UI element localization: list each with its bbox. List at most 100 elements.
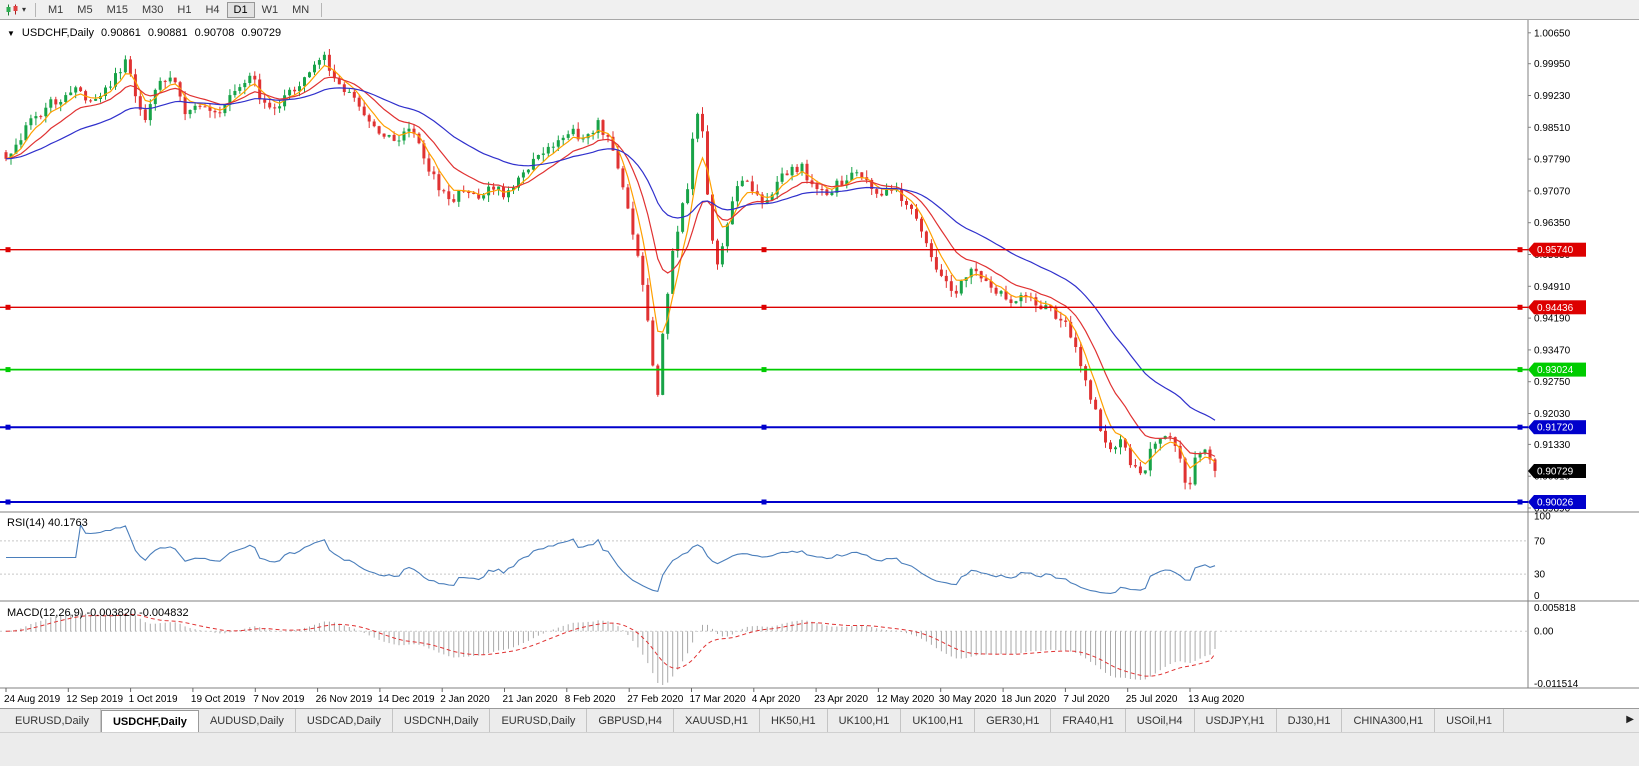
- svg-text:0.94436: 0.94436: [1537, 303, 1574, 314]
- ma-line-fast: [5, 64, 1216, 469]
- svg-text:2 Jan 2020: 2 Jan 2020: [440, 694, 490, 705]
- chart-tab-hk50-h1[interactable]: HK50,H1: [760, 709, 828, 732]
- chart-tab-china300-h1[interactable]: CHINA300,H1: [1342, 709, 1436, 732]
- candlesticks: [4, 49, 1217, 490]
- chart-tab-eurusd-daily[interactable]: EURUSD,Daily: [490, 709, 588, 732]
- chart-tab-usdcnh-daily[interactable]: USDCNH,Daily: [393, 709, 491, 732]
- macd-histogram: [10, 612, 1216, 685]
- rsi-axis[interactable]: 100 70 30 0: [1534, 512, 1551, 603]
- svg-text:0.005818: 0.005818: [1534, 603, 1576, 614]
- svg-text:70: 70: [1534, 536, 1546, 547]
- macd-signal-line: [5, 613, 1216, 677]
- timeframe-button-d1[interactable]: D1: [226, 1, 255, 18]
- svg-text:8 Feb 2020: 8 Feb 2020: [565, 694, 616, 705]
- chart-tab-usdcad-daily[interactable]: USDCAD,Daily: [296, 709, 393, 732]
- hline-0.95740[interactable]: [0, 247, 1528, 253]
- svg-text:0.92750: 0.92750: [1534, 377, 1571, 388]
- svg-text:0.97790: 0.97790: [1534, 155, 1571, 166]
- price-tag-level-0.95740: 0.95740: [1528, 242, 1586, 257]
- rsi-indicator-label: RSI(14) 40.1763: [7, 517, 88, 529]
- timeframe-button-m30[interactable]: M30: [141, 3, 164, 16]
- timeframe-button-w1[interactable]: W1: [261, 3, 279, 16]
- ohlc-open-value: 0.90861: [101, 27, 141, 39]
- chart-tab-audusd-daily[interactable]: AUDUSD,Daily: [199, 709, 296, 732]
- svg-text:0.97070: 0.97070: [1534, 186, 1571, 197]
- chart-canvas[interactable]: 1.00650 0.99950 0.99230 0.98510 0.97790 0.970…: [0, 20, 1639, 708]
- price-tag-current: 0.90729: [1528, 463, 1586, 478]
- svg-text:1 Oct 2019: 1 Oct 2019: [129, 694, 178, 705]
- toolbar: ▾ M1 M5 M15 M30 H1 H4 D1 W1 MN: [0, 0, 1639, 20]
- svg-text:0.91720: 0.91720: [1537, 423, 1574, 434]
- svg-text:7 Nov 2019: 7 Nov 2019: [253, 694, 305, 705]
- chart-tab-ger30-h1[interactable]: GER30,H1: [975, 709, 1052, 732]
- hline-0.91720[interactable]: [0, 424, 1528, 430]
- hline-0.93024[interactable]: [0, 367, 1528, 373]
- svg-text:0.99230: 0.99230: [1534, 91, 1571, 102]
- svg-text:14 Dec 2019: 14 Dec 2019: [378, 694, 435, 705]
- svg-text:0.91330: 0.91330: [1534, 440, 1571, 451]
- svg-text:0.95740: 0.95740: [1537, 245, 1574, 256]
- svg-text:100: 100: [1534, 512, 1551, 523]
- svg-text:0.90729: 0.90729: [1537, 467, 1574, 478]
- price-tag-level-0.93024: 0.93024: [1528, 362, 1586, 377]
- svg-text:19 Oct 2019: 19 Oct 2019: [191, 694, 246, 705]
- collapse-triangle-icon[interactable]: ▼: [7, 28, 15, 38]
- chart-tabbar: EURUSD,Daily USDCHF,Daily AUDUSD,Daily USDC…: [0, 708, 1639, 732]
- chart-tab-fra40-h1[interactable]: FRA40,H1: [1051, 709, 1126, 732]
- svg-text:24 Aug 2019: 24 Aug 2019: [4, 694, 61, 705]
- svg-text:21 Jan 2020: 21 Jan 2020: [503, 694, 558, 705]
- timeframe-buttons: M1 M5 M15 M30 H1 H4 D1 W1 MN: [41, 1, 316, 18]
- svg-text:23 Apr 2020: 23 Apr 2020: [814, 694, 868, 705]
- svg-text:0: 0: [1534, 591, 1540, 602]
- chart-tab-gbpusd-h4[interactable]: GBPUSD,H4: [587, 709, 674, 732]
- ma-line-medium: [5, 76, 1216, 457]
- chart-tab-usoil-h4[interactable]: USOil,H4: [1126, 709, 1195, 732]
- ma-line-slow: [5, 87, 1216, 421]
- svg-text:27 Feb 2020: 27 Feb 2020: [627, 694, 684, 705]
- chart-tab-usdchf-daily[interactable]: USDCHF,Daily: [100, 710, 199, 732]
- chart-tab-eurusd-daily[interactable]: EURUSD,Daily: [4, 709, 101, 732]
- timeframe-button-mn[interactable]: MN: [292, 3, 310, 16]
- chart-tab-uk100-h1[interactable]: UK100,H1: [901, 709, 976, 732]
- toolbar-separator: [321, 2, 323, 17]
- svg-text:0.94910: 0.94910: [1534, 282, 1571, 293]
- chart-title: ▼ USDCHF,Daily 0.90861 0.90881 0.90708 0…: [7, 27, 281, 39]
- chart-tab-usdjpy-h1[interactable]: USDJPY,H1: [1195, 709, 1277, 732]
- rsi-line: [6, 523, 1216, 594]
- svg-text:1.00650: 1.00650: [1534, 28, 1571, 39]
- chart-symbol-label: USDCHF,Daily: [21, 27, 95, 39]
- timeframe-button-m1[interactable]: M1: [48, 3, 64, 16]
- macd-axis[interactable]: 0.005818 0.00 -0.011514: [1534, 603, 1579, 690]
- svg-text:12 May 2020: 12 May 2020: [876, 694, 934, 705]
- timeframe-button-h4[interactable]: H4: [205, 3, 220, 16]
- chart-tabs: EURUSD,Daily USDCHF,Daily AUDUSD,Daily USDC…: [0, 709, 1604, 732]
- chart-tab-usoil-h1[interactable]: USOil,H1: [1435, 709, 1504, 732]
- timeframe-button-m15[interactable]: M15: [106, 3, 128, 16]
- svg-text:0.93024: 0.93024: [1537, 365, 1574, 376]
- price-axis[interactable]: 1.00650 0.99950 0.99230 0.98510 0.97790 0.970…: [1528, 28, 1571, 515]
- time-axis[interactable]: 24 Aug 2019 12 Sep 2019 1 Oct 2019 19 Oct 2…: [4, 688, 1245, 705]
- svg-text:30 May 2020: 30 May 2020: [939, 694, 997, 705]
- svg-text:7 Jul 2020: 7 Jul 2020: [1063, 694, 1110, 705]
- svg-text:12 Sep 2019: 12 Sep 2019: [66, 694, 123, 705]
- svg-text:0.93470: 0.93470: [1534, 345, 1571, 356]
- chart-tab-dj30-h1[interactable]: DJ30,H1: [1277, 709, 1343, 732]
- toolbar-separator: [35, 2, 37, 17]
- hline-0.94436[interactable]: [0, 304, 1528, 310]
- tab-scroll-right-icon[interactable]: ▶: [1626, 714, 1634, 725]
- svg-text:13 Aug 2020: 13 Aug 2020: [1188, 694, 1245, 705]
- dropdown-arrow-icon[interactable]: ▾: [22, 5, 27, 14]
- svg-text:18 Jun 2020: 18 Jun 2020: [1001, 694, 1056, 705]
- chart-tab-xauusd-h1[interactable]: XAUUSD,H1: [674, 709, 760, 732]
- timeframe-button-h1[interactable]: H1: [177, 3, 192, 16]
- svg-text:4 Apr 2020: 4 Apr 2020: [752, 694, 801, 705]
- timeframe-button-m5[interactable]: M5: [77, 3, 93, 16]
- svg-text:30: 30: [1534, 570, 1546, 581]
- hline-0.90026[interactable]: [0, 499, 1528, 505]
- svg-text:17 Mar 2020: 17 Mar 2020: [690, 694, 747, 705]
- price-tag-level-0.90026: 0.90026: [1528, 495, 1586, 510]
- chart-type-icon[interactable]: [3, 4, 21, 16]
- chart-tab-uk100-h1[interactable]: UK100,H1: [828, 709, 902, 732]
- svg-text:0.96350: 0.96350: [1534, 218, 1571, 229]
